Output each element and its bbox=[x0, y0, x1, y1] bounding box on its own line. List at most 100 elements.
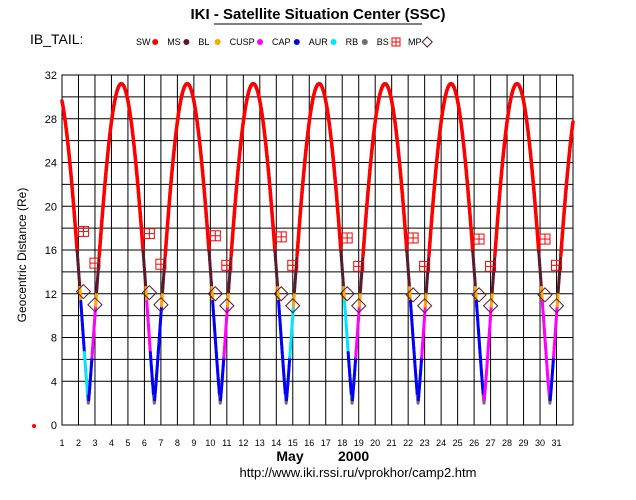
y-tick-label: 8 bbox=[51, 333, 57, 345]
bow-shock-marker bbox=[473, 233, 485, 245]
x-tick-label: 1 bbox=[59, 438, 64, 448]
magnetopause-marker bbox=[153, 296, 169, 313]
bow-shock-marker bbox=[341, 232, 353, 244]
legend-label: RB bbox=[346, 37, 359, 47]
x-tick-label: 11 bbox=[222, 438, 231, 448]
x-tick-label: 9 bbox=[191, 438, 196, 448]
magnetopause-marker bbox=[351, 298, 367, 314]
x-tick-label: 14 bbox=[271, 438, 281, 448]
legend-item: MP bbox=[408, 36, 433, 48]
bow-shock-marker bbox=[287, 259, 299, 271]
legend-label: BS bbox=[377, 37, 389, 47]
satellite-label: IB_TAIL: bbox=[30, 31, 83, 47]
y-tick-label: 12 bbox=[45, 289, 57, 301]
legend-label: AUR bbox=[309, 37, 329, 47]
bow-shock-marker bbox=[353, 260, 365, 272]
x-tick-label: 30 bbox=[535, 438, 545, 448]
y-tick-label: 32 bbox=[45, 70, 57, 82]
legend-dot-icon bbox=[361, 39, 368, 45]
x-tick-label: 21 bbox=[387, 438, 397, 448]
bow-shock-marker bbox=[275, 231, 287, 243]
bow-shock-marker bbox=[143, 228, 155, 240]
magnetopause-marker bbox=[471, 287, 487, 303]
x-tick-label: 16 bbox=[304, 438, 314, 448]
x-tick-label: 24 bbox=[436, 438, 446, 448]
legend-label: MS bbox=[167, 37, 181, 47]
magnetopause-marker bbox=[482, 298, 499, 314]
legend-label: BL bbox=[198, 37, 209, 47]
y-tick-label: 20 bbox=[45, 201, 57, 213]
x-tick-label: 15 bbox=[288, 438, 298, 448]
magnetopause-marker bbox=[141, 284, 158, 301]
bow-shock-marker bbox=[209, 230, 221, 242]
legend-label: CUSP bbox=[230, 37, 255, 47]
bow-shock-marker bbox=[89, 257, 101, 269]
x-tick-label: 12 bbox=[238, 438, 248, 448]
legend-item: CAP bbox=[272, 37, 300, 47]
x-tick-label: 23 bbox=[420, 438, 430, 448]
x-tick-label: 2 bbox=[76, 438, 81, 448]
legend-mp-icon bbox=[421, 36, 433, 48]
magnetopause-marker bbox=[87, 296, 103, 313]
magnetopause-marker bbox=[219, 298, 235, 314]
x-tick-label: 13 bbox=[255, 438, 265, 448]
trajectory bbox=[60, 82, 575, 405]
bow-shock-marker bbox=[485, 260, 497, 272]
legend-dot-icon bbox=[330, 39, 337, 45]
x-tick-label: 17 bbox=[321, 438, 331, 448]
x-tick-label: 25 bbox=[453, 438, 463, 448]
bow-shock-marker bbox=[551, 259, 563, 271]
y-tick-label: 24 bbox=[45, 158, 57, 170]
legend-item: BL bbox=[198, 37, 221, 47]
bow-shock-marker bbox=[407, 232, 419, 244]
y-tick-label: 0 bbox=[51, 420, 57, 432]
legend-item: BS bbox=[377, 37, 401, 47]
x-tick-label: 18 bbox=[337, 438, 347, 448]
y-tick-label: 28 bbox=[45, 114, 57, 126]
x-tick-label: 22 bbox=[403, 438, 413, 448]
x-tick-label: 19 bbox=[354, 438, 364, 448]
y-axis-label: Geocentric Distance (Re) bbox=[15, 188, 29, 323]
legend-item: RB bbox=[346, 37, 368, 47]
x-tick-label: 3 bbox=[92, 438, 97, 448]
magnetopause-marker bbox=[405, 287, 421, 303]
crossing-markers bbox=[32, 225, 565, 428]
magnetopause-marker bbox=[548, 298, 565, 314]
x-tick-label: 5 bbox=[125, 438, 130, 448]
legend-dot-icon bbox=[257, 39, 263, 45]
x-tick-label: 8 bbox=[175, 438, 180, 448]
legend-item: SW bbox=[136, 37, 159, 47]
magnetopause-marker bbox=[339, 286, 355, 302]
x-tick-label: 6 bbox=[142, 438, 147, 448]
magnetopause-marker bbox=[75, 283, 92, 300]
x-tick-label: 31 bbox=[552, 438, 562, 448]
x-tick-label: 27 bbox=[486, 438, 496, 448]
legend-item: MS bbox=[167, 37, 190, 47]
x-tick-label: 28 bbox=[502, 438, 512, 448]
legend-label: SW bbox=[136, 37, 151, 47]
magnetopause-marker bbox=[207, 286, 224, 302]
y-tick-label: 4 bbox=[51, 376, 57, 388]
legend-dot-icon bbox=[183, 39, 190, 45]
footer-url: http://www.iki.rssi.ru/vprokhor/camp2.ht… bbox=[240, 465, 477, 480]
x-tick-label: 10 bbox=[205, 438, 215, 448]
plot-area bbox=[32, 74, 575, 428]
legend-label: CAP bbox=[272, 37, 291, 47]
bow-shock-marker bbox=[221, 259, 233, 271]
legend-dot-icon bbox=[293, 39, 300, 45]
legend-label: MP bbox=[408, 37, 422, 47]
magnetopause-marker bbox=[537, 287, 553, 303]
x-tick-label: 29 bbox=[519, 438, 529, 448]
legend-dot-icon bbox=[214, 39, 221, 45]
x-tick-label: 26 bbox=[469, 438, 479, 448]
x-axis-year: 2000 bbox=[338, 448, 369, 464]
bow-shock-marker bbox=[539, 233, 551, 245]
magnetopause-marker bbox=[285, 298, 301, 314]
y-tick-label: 16 bbox=[45, 245, 57, 257]
x-axis-ticks: 1 2 3 4 5 6 7 8 9 10 11 12 13 14 15 16 17 18 19 20 21 22 23 24 2… bbox=[59, 438, 561, 448]
origin-dot bbox=[32, 424, 36, 428]
magnetopause-marker bbox=[273, 286, 289, 302]
legend-dot-icon bbox=[152, 39, 159, 45]
legend-item: CUSP bbox=[230, 37, 263, 47]
